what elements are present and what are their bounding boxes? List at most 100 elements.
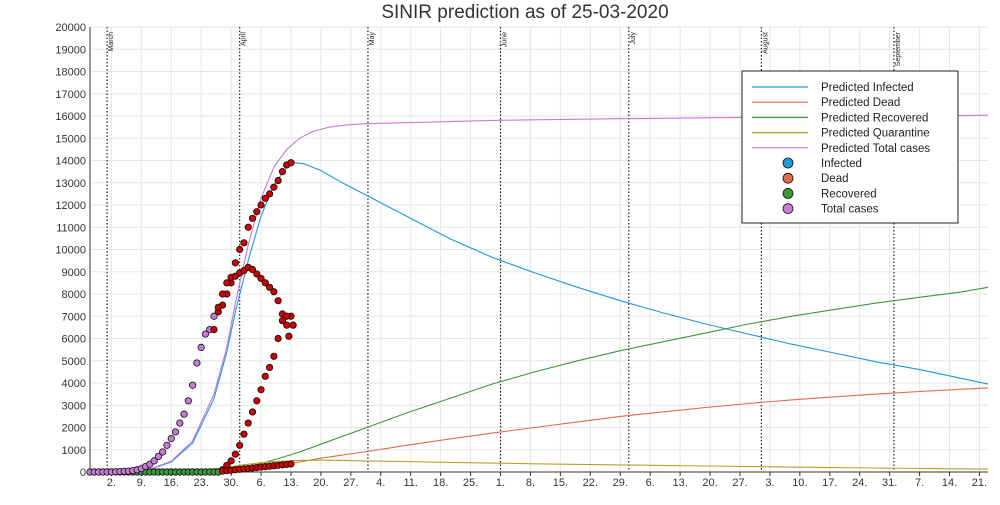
month-label: July — [630, 32, 637, 45]
recovered-point-red — [261, 372, 269, 380]
recovered-point-red — [227, 457, 235, 465]
infected-point — [218, 290, 227, 298]
total-point-red — [287, 159, 295, 167]
series-line-predicted-dead — [89, 387, 989, 473]
x-tick-label: 30. — [223, 477, 238, 489]
x-tick-label: 23. — [194, 477, 209, 489]
recovered-point-red — [244, 419, 252, 427]
total-point-red — [270, 183, 278, 191]
total-point — [167, 435, 175, 443]
y-tick-label: 8000 — [62, 289, 86, 301]
y-tick-label: 13000 — [55, 178, 86, 190]
infected-point — [253, 270, 261, 278]
legend-box — [741, 70, 959, 224]
y-tick-label: 6000 — [62, 334, 86, 346]
y-tick-label: 4000 — [62, 378, 86, 390]
y-tick-label: 19000 — [55, 44, 86, 56]
infected-point — [223, 279, 231, 287]
y-tick-label: 5000 — [62, 356, 86, 368]
x-tick-label: 7. — [915, 477, 924, 489]
legend-label: Recovered — [821, 188, 877, 200]
infected-point — [248, 265, 257, 274]
x-tick-label: 8. — [526, 477, 535, 489]
recovered-point-red — [283, 312, 291, 320]
month-label: May — [369, 32, 376, 46]
total-point-red — [244, 223, 252, 231]
x-tick-label: 20. — [702, 477, 717, 489]
x-tick-label: 27. — [343, 477, 358, 489]
total-point-red — [278, 168, 287, 176]
y-tick-label: 14000 — [55, 156, 86, 168]
recovered-point-red — [274, 334, 282, 343]
total-point — [163, 441, 171, 449]
x-tick-label: 17. — [822, 477, 837, 489]
x-tick-label: 13. — [283, 477, 298, 489]
recovered-point-red — [257, 386, 265, 394]
total-point — [180, 410, 188, 418]
x-tick-label: 4. — [376, 477, 385, 489]
recovered-point-red — [270, 352, 278, 360]
x-tick-label: 14. — [942, 477, 957, 489]
infected-point — [270, 288, 278, 296]
x-tick-label: 31. — [882, 477, 897, 489]
x-tick-label: 25. — [463, 477, 478, 489]
y-tick-label: 1000 — [62, 445, 86, 457]
series-line-predicted-total-cases — [89, 114, 989, 473]
x-tick-label: 21. — [972, 477, 987, 489]
month-label: April — [241, 32, 248, 46]
total-point — [201, 330, 210, 338]
x-tick-label: 15. — [553, 477, 568, 489]
legend: Predicted Infected Predicted Dead Predicte… — [741, 70, 959, 224]
axes: 0 1000 2000 3000 4000 5000 6000 7000 8000 9000 100… — [55, 22, 988, 489]
y-tick-label: 7000 — [62, 311, 86, 323]
total-point — [193, 359, 201, 367]
y-tick-label: 0 — [80, 467, 86, 479]
recovered-point-red — [240, 430, 248, 438]
legend-label: Infected — [821, 158, 862, 170]
recovered-point-red — [231, 450, 239, 458]
total-point — [189, 381, 197, 389]
x-tick-label: 20. — [313, 477, 328, 489]
infected-point — [214, 303, 222, 311]
dead-point-red — [287, 460, 295, 468]
x-tick-label: 2. — [107, 477, 116, 489]
legend-label: Dead — [821, 173, 849, 185]
x-tick-label: 18. — [433, 477, 448, 489]
legend-label: Predicted Quarantine — [821, 128, 930, 140]
x-tick-label: 11. — [403, 477, 417, 489]
total-point-red — [257, 201, 265, 209]
legend-label: Predicted Dead — [821, 97, 900, 109]
x-tick-label: 24. — [852, 477, 867, 489]
x-tick-label: 16. — [164, 477, 179, 489]
month-label: August — [762, 32, 769, 54]
y-tick-label: 12000 — [55, 200, 86, 212]
series-line-predicted-infected — [89, 162, 989, 473]
recovered-point-red — [248, 408, 257, 416]
total-point — [150, 457, 158, 465]
series-lines — [89, 114, 989, 473]
y-tick-label: 20000 — [55, 22, 86, 34]
x-tick-label: 3. — [765, 477, 774, 489]
recovered-point-red — [236, 441, 244, 449]
total-point-red — [236, 245, 244, 254]
month-label: March — [108, 32, 115, 52]
x-tick-label: 1. — [496, 477, 505, 489]
y-tick-label: 18000 — [55, 67, 86, 79]
legend-label: Predicted Infected — [821, 82, 914, 94]
y-tick-label: 15000 — [55, 133, 86, 145]
y-tick-label: 10000 — [55, 245, 86, 257]
legend-label: Total cases — [821, 204, 879, 216]
infected-point — [274, 297, 282, 305]
total-point — [210, 312, 218, 320]
series-line-predicted-quarantine — [89, 459, 989, 473]
total-point — [171, 428, 180, 436]
total-point-red — [248, 214, 257, 222]
total-point — [154, 452, 163, 461]
total-point — [197, 343, 205, 351]
y-tick-label: 16000 — [55, 111, 86, 123]
x-tick-label: 22. — [583, 477, 598, 489]
total-point-red — [274, 176, 282, 185]
infected-point — [257, 274, 265, 283]
